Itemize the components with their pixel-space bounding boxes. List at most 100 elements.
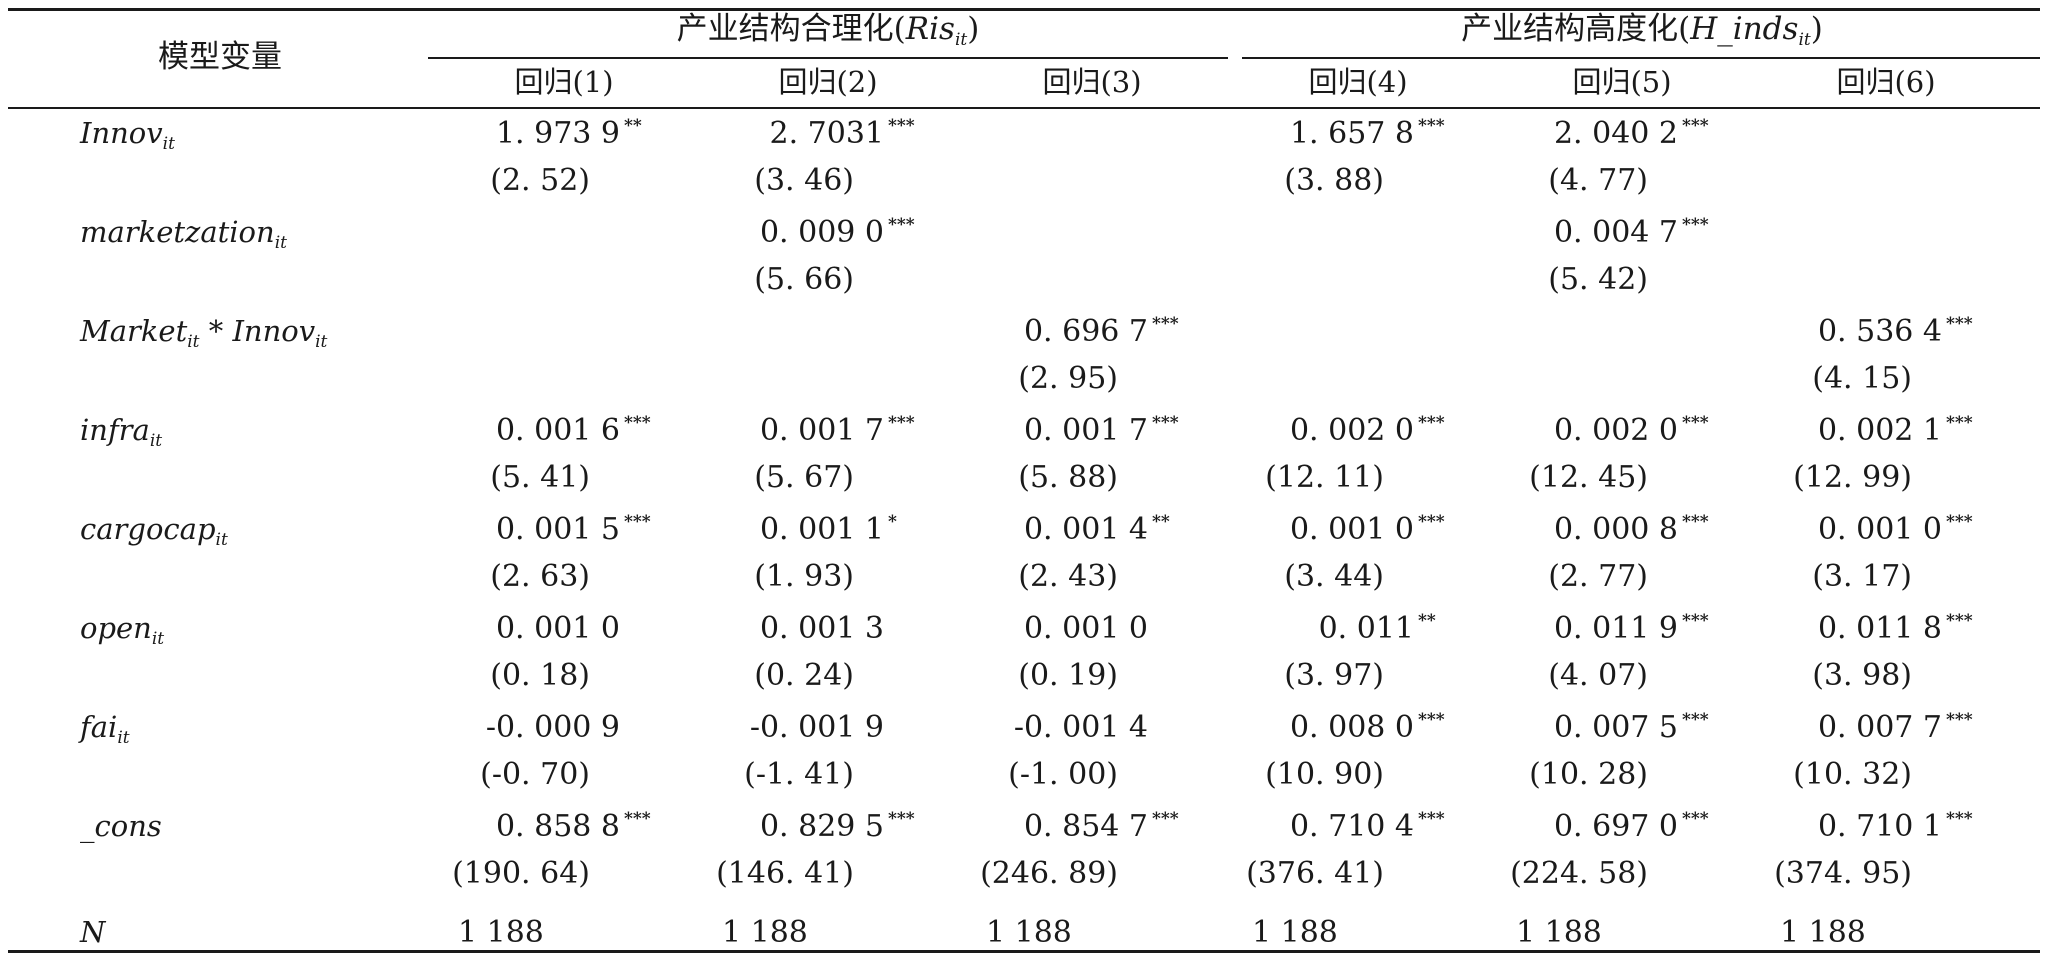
significance-stars: *** bbox=[1152, 314, 1179, 334]
significance-stars: *** bbox=[1946, 512, 1973, 532]
coefficient-cell: -0. 001 4 bbox=[1013, 710, 1148, 745]
significance-stars: *** bbox=[1418, 413, 1445, 433]
t-statistic-cell: (4. 15) bbox=[1812, 361, 1912, 396]
bottom-rule bbox=[8, 950, 2040, 953]
significance-stars: *** bbox=[1418, 116, 1445, 136]
coefficient-cell: 0. 829 5 *** bbox=[759, 809, 915, 844]
coefficient-cell: -0. 001 9 bbox=[749, 710, 884, 745]
variable-label: Innovit bbox=[80, 116, 175, 154]
coefficient-cell: 0. 696 7 *** bbox=[1023, 314, 1179, 349]
header-bottom-rule bbox=[8, 107, 2040, 109]
significance-stars: ** bbox=[624, 116, 642, 136]
variable-label: openit bbox=[80, 611, 165, 649]
t-statistic-cell: (5. 88) bbox=[1018, 460, 1118, 495]
coefficient-cell: 1. 973 9 ** bbox=[495, 116, 642, 151]
coefficient-cell: 0. 001 0 *** bbox=[1289, 512, 1445, 547]
coefficient-cell: 0. 536 4 *** bbox=[1817, 314, 1973, 349]
regression-header-5: 回归(5) bbox=[1572, 65, 1672, 99]
coefficient-cell: 0. 007 7 *** bbox=[1817, 710, 1973, 745]
coefficient-cell: 0. 710 1 *** bbox=[1817, 809, 1973, 844]
t-statistic-cell: (2. 95) bbox=[1018, 361, 1118, 396]
t-statistic-cell: (3. 46) bbox=[754, 163, 854, 198]
significance-stars: *** bbox=[1946, 314, 1973, 334]
t-statistic-cell: (-0. 70) bbox=[480, 757, 590, 792]
t-statistic-cell: (3. 98) bbox=[1812, 658, 1912, 693]
significance-stars: *** bbox=[1682, 215, 1709, 235]
significance-stars: *** bbox=[1418, 809, 1445, 829]
significance-stars: *** bbox=[1418, 710, 1445, 730]
t-statistic-cell: (4. 77) bbox=[1548, 163, 1648, 198]
group2-header: 产业结构高度化(H_indsit) bbox=[1461, 11, 1823, 50]
t-statistic-cell: (5. 66) bbox=[754, 262, 854, 297]
coefficient-cell: 0. 002 0 *** bbox=[1553, 413, 1709, 448]
significance-stars: *** bbox=[624, 809, 651, 829]
observations-cell: 1 188 bbox=[458, 915, 544, 950]
significance-stars: *** bbox=[1682, 413, 1709, 433]
coefficient-cell: 0. 001 7 *** bbox=[759, 413, 915, 448]
regression-header-3: 回归(3) bbox=[1042, 65, 1142, 99]
top-rule bbox=[8, 8, 2040, 11]
coefficient-cell: 0. 004 7 *** bbox=[1553, 215, 1709, 250]
t-statistic-cell: (0. 18) bbox=[490, 658, 590, 693]
group2-underline bbox=[1242, 57, 2040, 59]
t-statistic-cell: (246. 89) bbox=[980, 856, 1118, 891]
t-statistic-cell: (2. 52) bbox=[490, 163, 590, 198]
model-variable-header: 模型变量 bbox=[158, 39, 282, 75]
coefficient-cell: -0. 000 9 bbox=[485, 710, 620, 745]
significance-stars: *** bbox=[888, 215, 915, 235]
observations-cell: 1 188 bbox=[986, 915, 1072, 950]
significance-stars: *** bbox=[1682, 512, 1709, 532]
significance-stars: *** bbox=[888, 809, 915, 829]
coefficient-cell: 0. 011 9 *** bbox=[1553, 611, 1709, 646]
significance-stars: *** bbox=[888, 116, 915, 136]
significance-stars: *** bbox=[1152, 809, 1179, 829]
coefficient-cell: 0. 001 1 * bbox=[759, 512, 897, 547]
t-statistic-cell: (3. 17) bbox=[1812, 559, 1912, 594]
significance-stars: *** bbox=[1682, 710, 1709, 730]
significance-stars: ** bbox=[1418, 611, 1436, 631]
coefficient-cell: 0. 001 7 *** bbox=[1023, 413, 1179, 448]
coefficient-cell: 2. 7031 *** bbox=[769, 116, 915, 151]
t-statistic-cell: (2. 63) bbox=[490, 559, 590, 594]
significance-stars: *** bbox=[1152, 413, 1179, 433]
t-statistic-cell: (374. 95) bbox=[1774, 856, 1912, 891]
variable-label: faiit bbox=[80, 710, 130, 748]
variable-label: infrait bbox=[80, 413, 163, 451]
t-statistic-cell: (-1. 41) bbox=[744, 757, 854, 792]
significance-stars: *** bbox=[1418, 512, 1445, 532]
t-statistic-cell: (5. 41) bbox=[490, 460, 590, 495]
group1-underline bbox=[428, 57, 1228, 59]
regression-header-6: 回归(6) bbox=[1836, 65, 1936, 99]
coefficient-cell: 0. 697 0 *** bbox=[1553, 809, 1709, 844]
significance-stars: *** bbox=[624, 413, 651, 433]
coefficient-cell: 0. 001 3 bbox=[759, 611, 884, 646]
t-statistic-cell: (3. 97) bbox=[1284, 658, 1384, 693]
t-statistic-cell: (190. 64) bbox=[452, 856, 590, 891]
coefficient-cell: 0. 009 0 *** bbox=[759, 215, 915, 250]
significance-stars: *** bbox=[1682, 611, 1709, 631]
coefficient-cell: 0. 008 0 *** bbox=[1289, 710, 1445, 745]
observations-label: N bbox=[80, 915, 106, 949]
coefficient-cell: 0. 000 8 *** bbox=[1553, 512, 1709, 547]
coefficient-cell: 0. 001 0 *** bbox=[1817, 512, 1973, 547]
variable-label: marketzationit bbox=[80, 215, 287, 253]
t-statistic-cell: (5. 67) bbox=[754, 460, 854, 495]
t-statistic-cell: (2. 77) bbox=[1548, 559, 1648, 594]
significance-stars: *** bbox=[1946, 413, 1973, 433]
coefficient-cell: 1. 657 8 *** bbox=[1289, 116, 1445, 151]
coefficient-cell: 0. 710 4 *** bbox=[1289, 809, 1445, 844]
significance-stars: *** bbox=[624, 512, 651, 532]
t-statistic-cell: (5. 42) bbox=[1548, 262, 1648, 297]
significance-stars: *** bbox=[1946, 611, 1973, 631]
t-statistic-cell: (12. 11) bbox=[1265, 460, 1384, 495]
coefficient-cell: 0. 001 0 bbox=[1023, 611, 1148, 646]
coefficient-cell: 0. 011 8 *** bbox=[1817, 611, 1973, 646]
group1-header: 产业结构合理化(Risit) bbox=[676, 11, 980, 50]
coefficient-cell: 0. 007 5 *** bbox=[1553, 710, 1709, 745]
t-statistic-cell: (3. 88) bbox=[1284, 163, 1384, 198]
significance-stars: ** bbox=[1152, 512, 1170, 532]
t-statistic-cell: (10. 32) bbox=[1793, 757, 1912, 792]
t-statistic-cell: (224. 58) bbox=[1510, 856, 1648, 891]
coefficient-cell: 0. 001 5 *** bbox=[495, 512, 651, 547]
variable-label: cargocapit bbox=[80, 512, 228, 550]
